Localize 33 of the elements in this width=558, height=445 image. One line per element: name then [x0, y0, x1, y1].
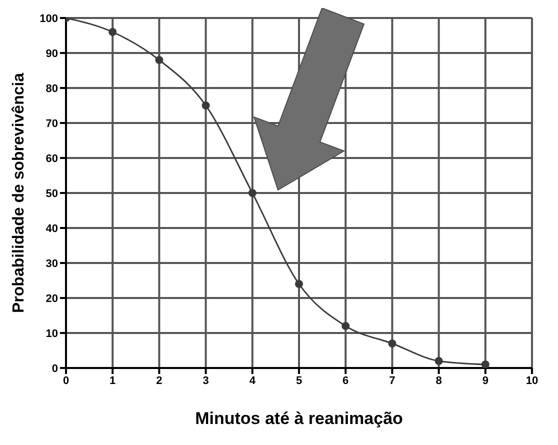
y-tick-label: 30 [46, 258, 58, 270]
x-tick-label: 1 [110, 374, 116, 387]
y-tick-label: 100 [40, 12, 58, 25]
x-axis-title: Minutos até à reanimação [195, 409, 403, 428]
x-tick-label: 8 [436, 374, 442, 387]
x-tick-label: 3 [202, 374, 209, 387]
point [155, 56, 164, 64]
point [434, 357, 443, 365]
y-tick-label: 0 [52, 362, 58, 375]
x-tick-label: 5 [296, 374, 302, 387]
point [342, 322, 350, 330]
x-tick-label: 2 [156, 374, 162, 387]
point [481, 360, 490, 368]
y-tick-label: 60 [46, 152, 58, 165]
point [388, 340, 396, 348]
x-tick-label: 9 [482, 374, 488, 387]
y-tick-label: 90 [46, 48, 58, 60]
point [202, 102, 210, 110]
x-tick-label: 0 [62, 374, 70, 387]
x-tick-label: 6 [342, 374, 349, 387]
x-tick-label: 10 [526, 374, 538, 387]
x-tick-label: 7 [389, 374, 396, 387]
point [108, 28, 117, 36]
y-tick-label: 10 [46, 328, 58, 340]
y-tick-label: 70 [46, 118, 58, 130]
x-tick-label: 4 [249, 374, 256, 387]
y-tick-label: 80 [46, 82, 58, 95]
y-tick-label: 50 [46, 188, 58, 200]
y-tick-label: 40 [46, 222, 58, 235]
y-tick-label: 20 [46, 292, 58, 305]
point [295, 280, 303, 288]
y-axis-title: Probabilidade de sobrevivência [10, 72, 28, 313]
point [248, 189, 256, 197]
